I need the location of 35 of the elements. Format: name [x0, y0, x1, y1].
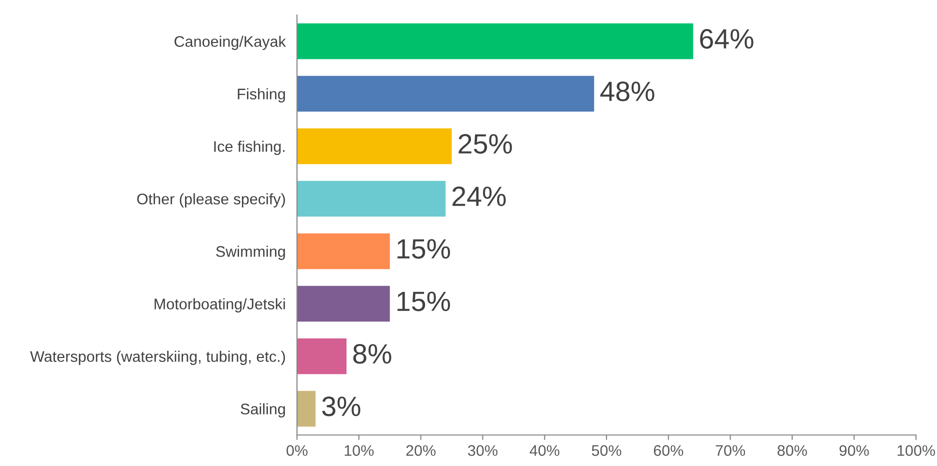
y-tick-label: Watersports (waterskiing, tubing, etc.): [30, 350, 285, 365]
x-tick-label: 90%: [840, 445, 869, 456]
x-tick-label: 70%: [716, 445, 746, 456]
y-tick-label: Ice fishing.: [214, 140, 284, 155]
bar: [297, 76, 594, 112]
y-tick-label: Sailing: [240, 403, 285, 418]
data-label: 24%: [452, 186, 506, 206]
x-tick-label: 60%: [654, 445, 684, 456]
y-tick-label: Fishing: [238, 88, 285, 102]
y-tick-label: Other (please specify): [137, 193, 285, 208]
x-tick-label: 10%: [344, 445, 374, 456]
bar: [297, 338, 347, 374]
x-tick-label: 100%: [898, 445, 935, 456]
x-tick-label: 30%: [468, 445, 498, 456]
y-tick-label: Canoeing/Kayak: [174, 36, 286, 50]
data-label: 25%: [458, 134, 512, 154]
data-label: 48%: [600, 82, 654, 102]
bar: [297, 233, 390, 270]
y-tick-label: Motorboating/Jetski: [154, 298, 285, 312]
x-tick-label: 40%: [530, 445, 560, 456]
x-tick-label: 50%: [592, 445, 622, 456]
data-label: 15%: [398, 239, 450, 259]
bar: [297, 286, 390, 322]
x-tick-label: 80%: [778, 445, 807, 456]
bar: [297, 390, 316, 427]
data-label: 64%: [700, 29, 754, 49]
x-tick-label: 0%: [286, 445, 308, 456]
data-label: 8%: [353, 344, 392, 364]
data-label: 3%: [322, 396, 360, 416]
bar: [297, 180, 446, 217]
data-label: 15%: [398, 292, 450, 312]
bar: [297, 128, 452, 164]
y-tick-label: Swimming: [216, 246, 285, 260]
bar: [297, 23, 694, 60]
x-tick-label: 20%: [406, 445, 436, 456]
